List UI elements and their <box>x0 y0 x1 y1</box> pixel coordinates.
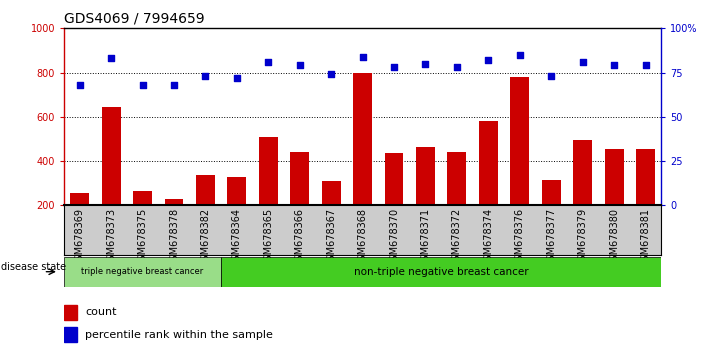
Point <box>200 73 211 79</box>
Bar <box>542 180 561 250</box>
Bar <box>479 121 498 250</box>
Bar <box>353 73 372 250</box>
Bar <box>102 107 121 250</box>
Text: GSM678366: GSM678366 <box>295 208 305 267</box>
Text: GSM678365: GSM678365 <box>263 208 273 267</box>
Point <box>388 64 400 70</box>
Text: GSM678381: GSM678381 <box>641 208 651 267</box>
Text: GDS4069 / 7994659: GDS4069 / 7994659 <box>64 12 205 26</box>
Bar <box>573 140 592 250</box>
Bar <box>164 199 183 250</box>
Bar <box>416 147 435 250</box>
Point <box>640 63 651 68</box>
Bar <box>510 77 529 250</box>
Text: non-triple negative breast cancer: non-triple negative breast cancer <box>354 267 528 277</box>
Text: GSM678370: GSM678370 <box>389 208 399 267</box>
Text: GSM678368: GSM678368 <box>358 208 368 267</box>
Point <box>545 73 557 79</box>
Point <box>74 82 85 88</box>
Point <box>169 82 180 88</box>
Point <box>262 59 274 65</box>
Text: GSM678364: GSM678364 <box>232 208 242 267</box>
Bar <box>228 177 246 250</box>
Bar <box>196 176 215 250</box>
Point <box>419 61 431 67</box>
Point <box>609 63 620 68</box>
Bar <box>259 137 278 250</box>
Bar <box>221 257 661 287</box>
Text: GSM678377: GSM678377 <box>546 208 556 267</box>
Text: count: count <box>85 307 117 317</box>
Point <box>105 56 117 61</box>
Point <box>137 82 149 88</box>
Bar <box>290 152 309 250</box>
Bar <box>604 149 624 250</box>
Bar <box>133 191 152 250</box>
Text: GSM678372: GSM678372 <box>452 208 462 267</box>
Text: GSM678376: GSM678376 <box>515 208 525 267</box>
Point <box>294 63 306 68</box>
Point <box>577 59 588 65</box>
Text: GSM678379: GSM678379 <box>577 208 588 267</box>
Bar <box>64 327 77 342</box>
Point <box>326 72 337 77</box>
Bar <box>70 193 89 250</box>
Point <box>231 75 242 81</box>
Text: GSM678373: GSM678373 <box>106 208 116 267</box>
Text: GSM678371: GSM678371 <box>420 208 430 267</box>
Text: GSM678380: GSM678380 <box>609 208 619 267</box>
Bar <box>447 152 466 250</box>
Text: GSM678375: GSM678375 <box>137 208 148 267</box>
Text: GSM678374: GSM678374 <box>483 208 493 267</box>
Point <box>451 64 463 70</box>
Text: GSM678367: GSM678367 <box>326 208 336 267</box>
Point <box>357 54 368 59</box>
Text: GSM678382: GSM678382 <box>201 208 210 267</box>
Bar <box>64 257 221 287</box>
Point <box>483 57 494 63</box>
Bar <box>322 181 341 250</box>
Text: triple negative breast cancer: triple negative breast cancer <box>82 267 203 276</box>
Bar <box>636 149 655 250</box>
Text: GSM678369: GSM678369 <box>75 208 85 267</box>
Point <box>514 52 525 58</box>
Bar <box>64 305 77 320</box>
Bar <box>385 153 403 250</box>
Text: percentile rank within the sample: percentile rank within the sample <box>85 330 273 339</box>
Text: GSM678378: GSM678378 <box>169 208 179 267</box>
Text: disease state: disease state <box>1 262 66 272</box>
